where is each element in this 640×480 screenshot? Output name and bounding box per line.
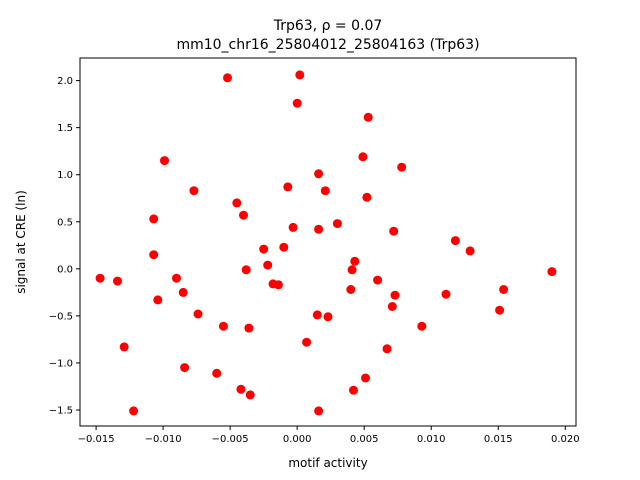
data-point xyxy=(295,70,305,80)
y-tick-label: −1.5 xyxy=(49,406,73,417)
data-point xyxy=(178,287,188,297)
data-point xyxy=(239,210,248,220)
x-axis-label: motif activity xyxy=(288,456,367,470)
data-point xyxy=(390,290,400,300)
y-tick-label: 1.0 xyxy=(57,170,73,181)
data-point xyxy=(113,276,122,286)
data-point xyxy=(129,406,139,416)
data-point xyxy=(363,112,373,122)
data-point xyxy=(244,323,254,333)
y-tick-label: 1.5 xyxy=(57,123,73,134)
y-tick-label: −1.0 xyxy=(49,358,73,369)
data-point xyxy=(320,186,330,196)
data-point xyxy=(441,289,451,299)
data-point xyxy=(417,321,427,331)
data-point xyxy=(245,390,255,400)
data-point xyxy=(349,385,358,395)
data-point xyxy=(232,198,242,208)
data-point xyxy=(495,305,505,315)
data-point xyxy=(347,265,357,275)
x-tick-label: −0.005 xyxy=(212,434,249,445)
x-tick-label: 0.015 xyxy=(484,434,513,445)
x-tick-label: 0.010 xyxy=(417,434,446,445)
y-axis-ticks: −1.5 −1.0 −0.5 0.0 0.5 1.0 1.5 2.0 xyxy=(49,76,80,417)
data-point xyxy=(263,260,273,270)
data-point xyxy=(547,267,557,277)
data-point xyxy=(172,273,181,283)
data-point xyxy=(312,310,322,320)
data-point xyxy=(323,312,333,322)
data-point xyxy=(288,222,298,232)
y-tick-label: 0.0 xyxy=(57,264,73,275)
data-point xyxy=(279,242,289,252)
plot-frame xyxy=(79,57,577,427)
data-point xyxy=(149,214,159,224)
data-point xyxy=(499,285,509,294)
data-point xyxy=(361,373,370,383)
chart-subtitle: mm10_chr16_25804012_25804163 (Trp63) xyxy=(176,37,479,53)
data-point xyxy=(362,192,372,202)
data-point xyxy=(283,182,293,192)
data-point xyxy=(302,337,312,347)
data-point xyxy=(465,246,475,256)
data-point xyxy=(193,309,203,319)
data-point xyxy=(332,219,342,229)
data-point xyxy=(450,236,460,246)
x-axis-ticks: −0.015 −0.010 −0.005 0.000 0.005 0.010 0.015 0.… xyxy=(78,426,580,445)
x-tick-label: 0.005 xyxy=(350,434,379,445)
data-point xyxy=(314,169,324,179)
x-tick-label: −0.010 xyxy=(145,434,182,445)
data-point xyxy=(180,363,190,373)
data-point xyxy=(153,295,163,305)
data-point xyxy=(160,156,169,166)
data-point xyxy=(223,73,232,83)
data-points xyxy=(95,70,557,416)
data-point xyxy=(314,406,324,416)
data-point xyxy=(382,344,392,354)
data-point xyxy=(292,98,302,108)
data-point xyxy=(358,152,368,162)
x-tick-label: 0.020 xyxy=(551,434,580,445)
data-point xyxy=(350,256,360,266)
data-point xyxy=(212,368,222,378)
data-point xyxy=(236,384,246,394)
data-point xyxy=(241,265,251,275)
data-point xyxy=(119,342,129,352)
data-point xyxy=(389,226,399,236)
data-point xyxy=(273,280,283,290)
data-point xyxy=(346,285,356,294)
y-tick-label: 0.5 xyxy=(57,217,73,228)
data-point xyxy=(189,186,199,196)
data-point xyxy=(373,275,383,285)
x-tick-label: 0.000 xyxy=(283,434,312,445)
data-point xyxy=(314,224,324,234)
data-point xyxy=(397,162,407,172)
y-tick-label: −0.5 xyxy=(49,311,73,322)
data-point xyxy=(218,321,228,331)
y-tick-label: 2.0 xyxy=(57,76,73,87)
data-point xyxy=(95,273,105,283)
x-tick-label: −0.015 xyxy=(78,434,115,445)
data-point xyxy=(149,250,159,260)
data-point xyxy=(259,244,269,254)
data-point xyxy=(387,302,397,311)
chart-title: Trp63, ρ = 0.07 xyxy=(273,18,383,34)
y-axis-label: signal at CRE (ln) xyxy=(14,190,28,294)
